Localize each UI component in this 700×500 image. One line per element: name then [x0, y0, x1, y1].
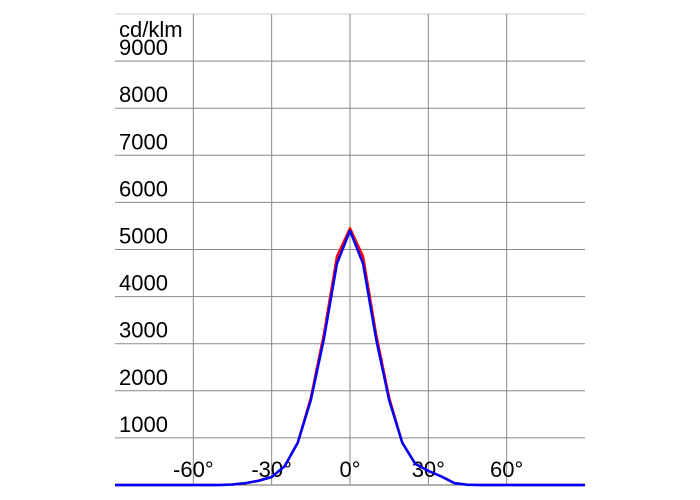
y-tick-label: 4000 — [119, 271, 168, 296]
y-tick-label: 1000 — [119, 412, 168, 437]
y-tick-label: 8000 — [119, 82, 168, 107]
y-tick-label: 2000 — [119, 365, 168, 390]
y-axis-label: cd/klm — [119, 17, 183, 42]
y-tick-label: 6000 — [119, 176, 168, 201]
y-tick-label: 5000 — [119, 224, 168, 249]
x-tick-label: 0° — [339, 457, 360, 482]
x-tick-label: -60° — [173, 457, 214, 482]
y-tick-label: 3000 — [119, 318, 168, 343]
y-tick-label: 9000 — [119, 35, 168, 60]
y-tick-label: 7000 — [119, 129, 168, 154]
series-line — [115, 229, 585, 487]
x-tick-label: 60° — [490, 457, 523, 482]
